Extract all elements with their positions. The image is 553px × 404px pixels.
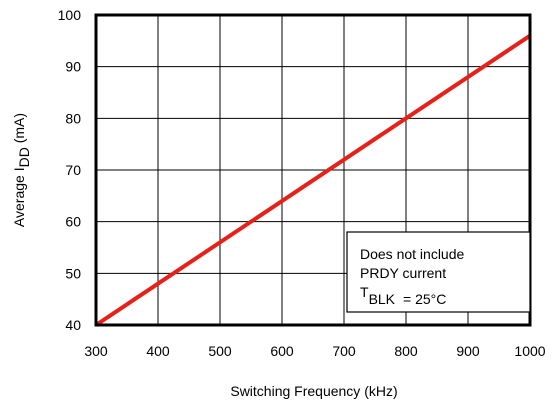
- x-tick-label: 300: [84, 343, 108, 359]
- x-tick-label: 400: [146, 343, 170, 359]
- series-line: [94, 34, 532, 327]
- x-tick-label: 800: [394, 343, 418, 359]
- y-tick-label: 100: [58, 7, 82, 23]
- series-lines: [94, 34, 532, 327]
- annotation-line-2: PRDY current: [360, 265, 446, 281]
- x-tick-label: 500: [208, 343, 232, 359]
- y-tick-label: 50: [65, 265, 81, 281]
- grid: [95, 14, 531, 326]
- annotation-box: Does not include PRDY current TBLK = 25°C: [346, 231, 531, 313]
- x-axis-label: Switching Frequency (kHz): [230, 383, 397, 399]
- y-axis-label: Average IDD (mA): [11, 113, 32, 227]
- annotation-temp-subscript: BLK: [369, 291, 396, 307]
- x-tick-label: 1000: [514, 343, 545, 359]
- annotation-frame: [346, 231, 531, 313]
- annotation-temp-symbol: T: [360, 284, 369, 300]
- x-tick-label: 600: [270, 343, 294, 359]
- y-tick-label: 40: [65, 317, 81, 333]
- y-tick-label: 90: [65, 59, 81, 75]
- x-tick-labels: 300 400 500 600 700 800 900 1000: [84, 343, 545, 359]
- y-tick-label: 60: [65, 214, 81, 230]
- plot-frame: [94, 13, 532, 327]
- y-tick-label: 70: [65, 162, 81, 178]
- x-tick-label: 900: [456, 343, 480, 359]
- annotation-temp-value: = 25°C: [403, 291, 446, 307]
- y-axis-label-subscript: DD: [16, 147, 32, 167]
- y-tick-label: 80: [65, 110, 81, 126]
- y-axis-label-prefix: Average I: [11, 167, 27, 227]
- x-tick-label: 700: [332, 343, 356, 359]
- y-axis-label-suffix: (mA): [11, 113, 27, 147]
- annotation-line-1: Does not include: [360, 246, 465, 262]
- y-tick-labels: 40 50 60 70 80 90 100: [58, 7, 82, 333]
- annotation-temperature: TBLK = 25°C: [360, 284, 446, 307]
